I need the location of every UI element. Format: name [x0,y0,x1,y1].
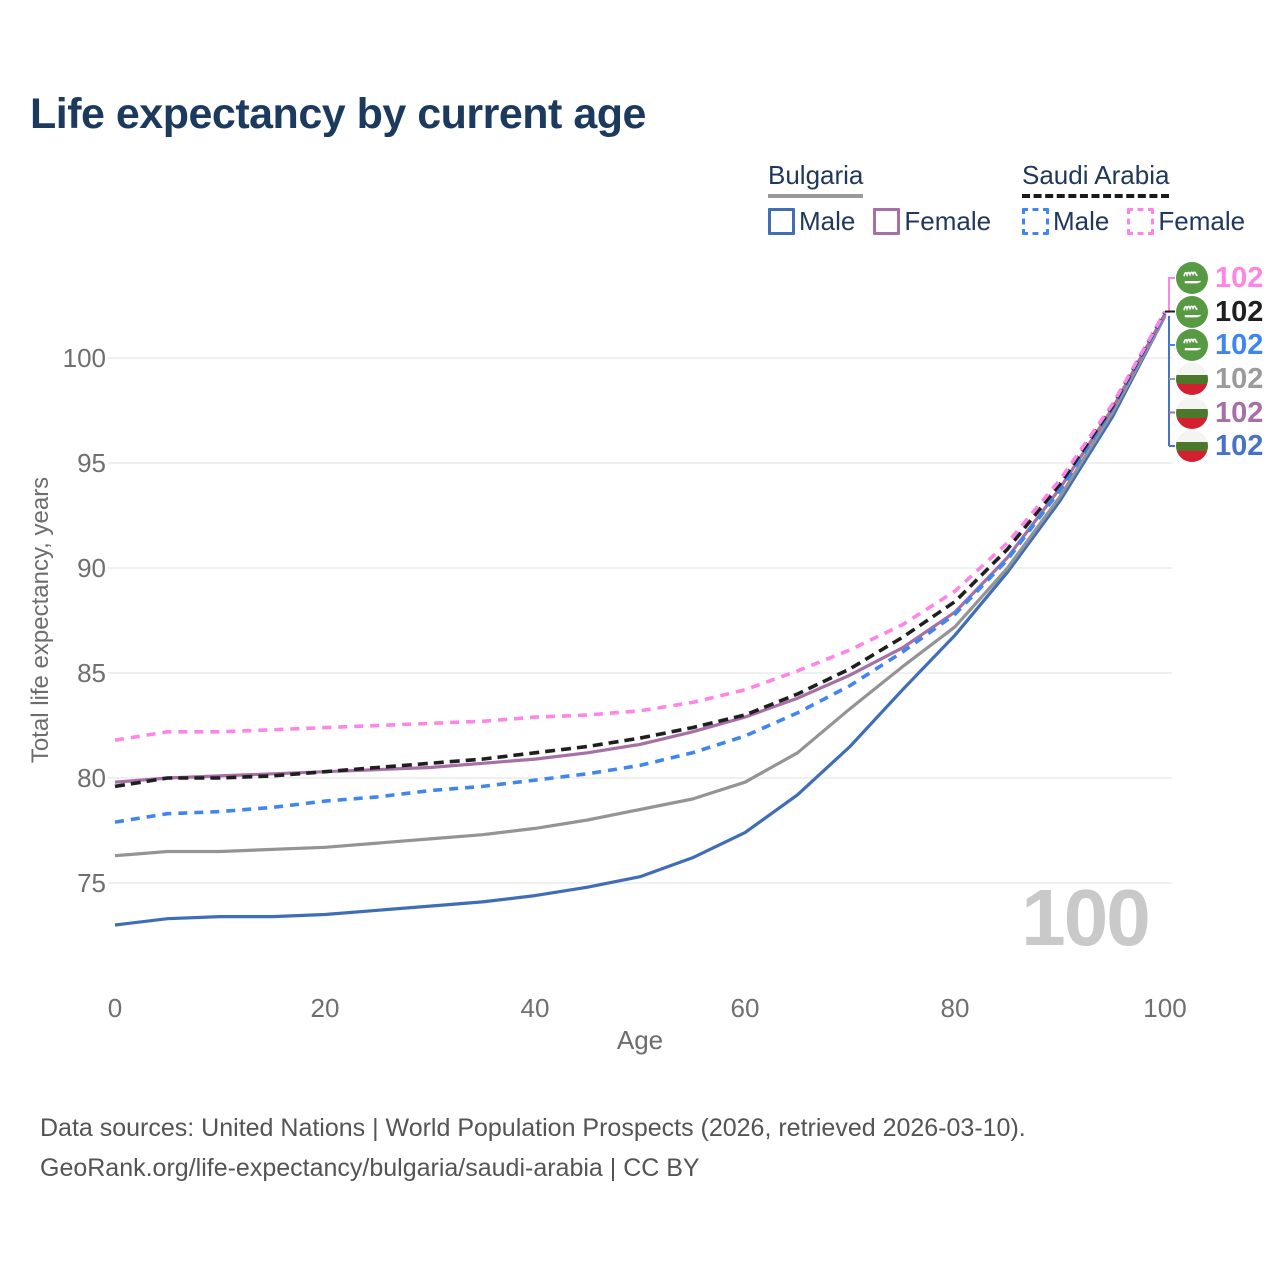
end-label-saudi-male: 102 [1176,329,1263,361]
age-watermark: 100 [1021,873,1148,962]
y-tick-90: 90 [77,553,106,583]
y-axis-title: Total life expectancy, years [27,477,54,763]
x-axis-title: Age [617,1025,663,1055]
end-label-bulgaria-total: 102 [1176,363,1263,395]
legend-group-bulgaria: Bulgaria Male Female [768,160,1028,237]
x-tick-20: 20 [311,993,340,1023]
legend-label-saudi-male: Male [1053,206,1110,236]
bulgaria-flag-icon [1176,396,1208,429]
connector-saudi-female [1165,277,1175,313]
end-value-saudi-male: 102 [1215,329,1264,361]
end-label-bulgaria-male: 102 [1176,430,1263,462]
saudi-female-swatch [1127,208,1155,235]
end-value-saudi-total: 102 [1215,295,1264,328]
legend-item-bulgaria-male[interactable]: Male [768,206,855,237]
x-tick-40: 40 [521,993,550,1023]
bulgaria-male-swatch [768,208,795,235]
series-line-bulgaria-total [114,315,1167,858]
data-sources-line: Data sources: United Nations | World Pop… [40,1114,1026,1142]
end-value-bulgaria-total: 102 [1215,363,1264,395]
legend-item-bulgaria-female[interactable]: Female [873,206,991,237]
bulgaria-flag-icon [1176,363,1208,395]
end-value-bulgaria-female: 102 [1215,396,1264,429]
legend-item-saudi-male[interactable]: Male [1022,206,1109,237]
saudi-male-swatch [1022,208,1049,235]
x-tick-0: 0 [108,993,122,1023]
legend-label-saudi-female: Female [1158,206,1246,236]
page-title: Life expectancy by current age [30,90,646,138]
y-tick-100: 100 [63,343,106,373]
saudi-arabia-flag-icon [1176,262,1208,294]
bulgaria-line-style-swatch [768,194,864,198]
legend-item-saudi-female[interactable]: Female [1127,206,1245,237]
y-tick-80: 80 [77,763,106,793]
x-tick-60: 60 [731,993,760,1023]
saudi-line-style-swatch [1022,194,1170,198]
series-line-bulgaria-male [114,315,1167,927]
series-line-saudi-male [114,313,1167,824]
saudi-arabia-flag-icon [1176,329,1208,361]
x-tick-100: 100 [1143,993,1186,1023]
legend-country-saudi[interactable]: Saudi Arabia [1022,160,1170,198]
end-label-saudi-female: 102 [1176,262,1263,294]
legend-group-saudi: Saudi Arabia Male Female [1022,160,1280,237]
legend-label-bulgaria-female: Female [904,206,992,236]
series-line-saudi-female [114,310,1167,742]
legend-country-bulgaria[interactable]: Bulgaria [768,160,864,198]
legend-label-bulgaria-male: Male [799,206,856,236]
y-tick-85: 85 [77,658,106,688]
bulgaria-flag-icon [1176,430,1208,462]
legend-country-bulgaria-label: Bulgaria [768,160,864,190]
y-tick-95: 95 [77,448,106,478]
bulgaria-female-swatch [873,208,901,235]
legend-country-saudi-label: Saudi Arabia [1022,160,1170,190]
end-label-bulgaria-female: 102 [1176,396,1264,429]
end-label-saudi-total: 102 [1176,295,1264,328]
x-tick-80: 80 [941,993,970,1023]
attribution-line: GeoRank.org/life-expectancy/bulgaria/sau… [40,1154,700,1182]
y-tick-75: 75 [77,868,106,898]
series-line-saudi-total [114,310,1167,789]
end-value-saudi-female: 102 [1215,262,1264,294]
end-value-bulgaria-male: 102 [1215,430,1264,462]
saudi-arabia-flag-icon [1176,295,1208,328]
footer: Data sources: United Nations | World Pop… [40,1108,1026,1188]
